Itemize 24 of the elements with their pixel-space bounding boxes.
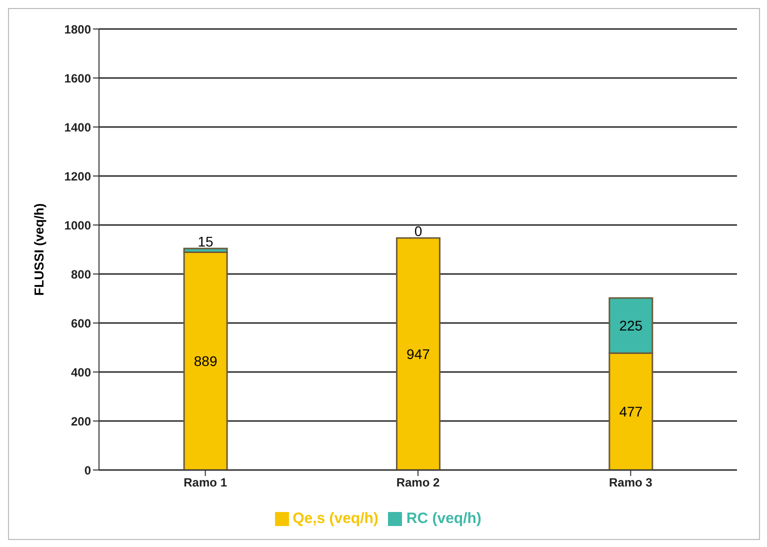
legend-label: RC (veq/h) — [406, 510, 482, 527]
legend-label: Qe,s (veq/h) — [292, 510, 378, 527]
data-label: 947 — [406, 346, 430, 362]
y-tick-label: 1600 — [64, 71, 92, 86]
y-tick-label: 1400 — [64, 120, 92, 134]
data-label: 15 — [198, 234, 214, 250]
bar — [183, 251, 228, 470]
data-label: 477 — [619, 404, 643, 420]
y-tick-label: 1000 — [64, 218, 92, 232]
x-tick-label: Ramo 1 — [184, 476, 228, 490]
y-tick-label: 600 — [70, 316, 92, 330]
y-tick-label: 200 — [70, 414, 92, 428]
y-tick-label: 0 — [84, 463, 92, 478]
y-tick-label: 1200 — [64, 169, 92, 184]
data-label: 0 — [414, 222, 422, 239]
data-label: 225 — [619, 318, 643, 334]
bar — [396, 237, 440, 470]
y-tick-label: 1800 — [64, 22, 92, 36]
y-tick-label: 400 — [70, 365, 92, 380]
y-axis-title: FLUSSI (veq/h) — [32, 203, 47, 296]
data-label: 889 — [194, 353, 218, 370]
y-tick-label: 800 — [70, 267, 92, 282]
x-tick-label: Ramo 3 — [608, 476, 653, 490]
x-tick-label: Ramo 2 — [396, 476, 440, 490]
